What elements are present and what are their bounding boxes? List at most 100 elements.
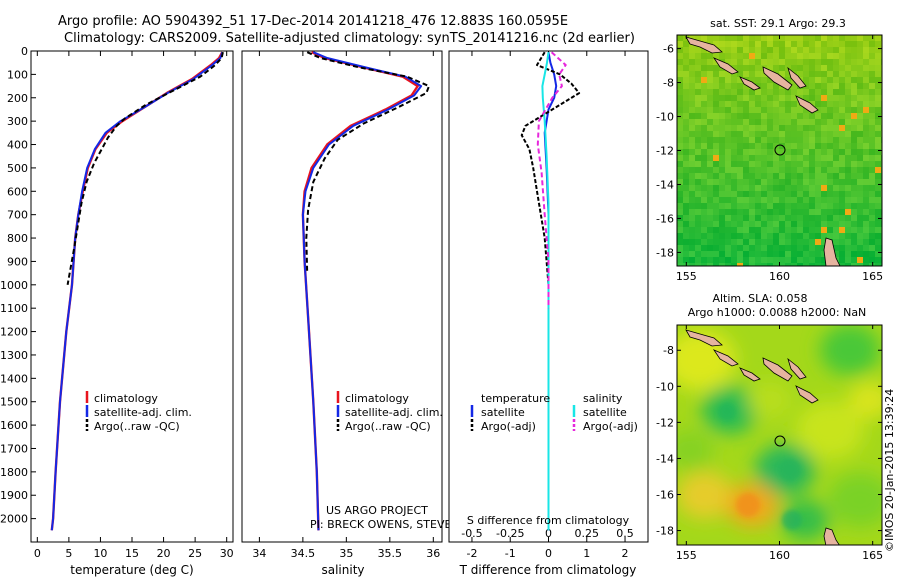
sst-cell <box>869 251 876 258</box>
sst-cell <box>797 65 804 72</box>
sst-cell <box>785 215 792 222</box>
sst-cell <box>791 179 798 186</box>
sst-cell <box>857 149 864 156</box>
sst-cell <box>785 251 792 258</box>
sst-cell <box>719 239 726 246</box>
sst-cell <box>767 101 774 108</box>
sst-cell <box>683 89 690 96</box>
sst-cell <box>677 167 684 174</box>
sst-cell <box>713 167 720 174</box>
sla-blob <box>677 429 714 471</box>
sst-cell <box>695 77 702 84</box>
y-tick-label: 2000 <box>0 513 28 526</box>
map-x-tick-label: 165 <box>862 270 883 283</box>
sst-cell <box>827 173 834 180</box>
sst-cell <box>707 227 714 234</box>
sst-cell <box>743 95 750 102</box>
sst-cell <box>707 119 714 126</box>
sst-cell <box>839 71 846 78</box>
sst-cell <box>863 131 870 138</box>
sst-cell <box>719 257 726 264</box>
sst-cell <box>857 125 864 132</box>
sst-cell <box>683 59 690 66</box>
legend-temperature-header: temperature <box>481 392 550 405</box>
sst-cell <box>851 179 858 186</box>
sst-cell <box>803 53 810 60</box>
sst-cell <box>731 197 738 204</box>
sst-cell <box>863 209 870 216</box>
sst-cell <box>767 119 774 126</box>
sst-cell <box>821 113 828 120</box>
sst-cell <box>737 143 744 150</box>
sst-cell <box>791 35 798 42</box>
sst-cell <box>689 179 696 186</box>
sst-cell <box>707 239 714 246</box>
sst-cell <box>863 185 870 192</box>
sst-cell <box>689 161 696 168</box>
sst-cell <box>773 209 780 216</box>
sst-cell <box>719 263 726 266</box>
sst-cell <box>677 131 684 138</box>
sst-cell <box>833 35 840 42</box>
sst-cell <box>755 227 762 234</box>
sst-cell <box>845 149 852 156</box>
sst-cell <box>749 179 756 186</box>
sst-cell <box>821 125 828 132</box>
sst-cell <box>737 209 744 216</box>
sst-cell <box>737 233 744 240</box>
sst-cell <box>773 221 780 228</box>
sst-cell <box>767 47 774 54</box>
sst-cell <box>725 83 732 90</box>
sst-cell <box>749 155 756 162</box>
sst-cell <box>707 65 714 72</box>
sst-cell <box>833 137 840 144</box>
sst-cell <box>851 185 858 192</box>
sst-cell <box>845 185 852 192</box>
sst-cell <box>755 47 762 54</box>
sst-cell <box>875 209 882 216</box>
sst-cell <box>743 239 750 246</box>
sst-cell <box>839 107 846 114</box>
sst-cell <box>803 203 810 210</box>
sst-cell <box>761 149 768 156</box>
sst-cell <box>719 71 726 78</box>
map-x-tick-label: 160 <box>769 549 790 562</box>
sst-cell <box>833 161 840 168</box>
sst-cell <box>863 59 870 66</box>
sst-cell <box>803 221 810 228</box>
sst-cell <box>869 71 876 78</box>
sst-cell <box>689 167 696 174</box>
sst-cell <box>779 197 786 204</box>
sst-cell <box>779 53 786 60</box>
sst-cell <box>755 137 762 144</box>
sst-cell <box>779 131 786 138</box>
sst-cell <box>833 209 840 216</box>
sst-cell <box>713 197 720 204</box>
sst-cell <box>713 149 720 156</box>
sst-cell <box>845 53 852 60</box>
sst-cell <box>833 125 840 132</box>
sst-cell <box>863 179 870 186</box>
y-tick-label: 1100 <box>0 302 28 315</box>
series-line-satellite-adj-clim <box>301 51 423 531</box>
sst-cell <box>803 215 810 222</box>
sst-cell <box>707 191 714 198</box>
sst-cell <box>791 161 798 168</box>
sst-cell <box>827 233 834 240</box>
sst-cell <box>827 179 834 186</box>
sst-cell <box>809 263 816 266</box>
sst-cell <box>761 155 768 162</box>
sst-cell <box>845 35 852 42</box>
sst-cell <box>875 137 882 144</box>
sst-cell <box>731 137 738 144</box>
sst-cell <box>839 215 846 222</box>
sst-cell <box>845 251 852 258</box>
sst-cell <box>821 107 828 114</box>
sst-cell <box>821 119 828 126</box>
sst-cell <box>689 71 696 78</box>
sst-cell <box>773 113 780 120</box>
sst-cell <box>695 161 702 168</box>
sst-cell <box>785 107 792 114</box>
sst-cell <box>749 185 756 192</box>
sst-cell <box>755 65 762 72</box>
